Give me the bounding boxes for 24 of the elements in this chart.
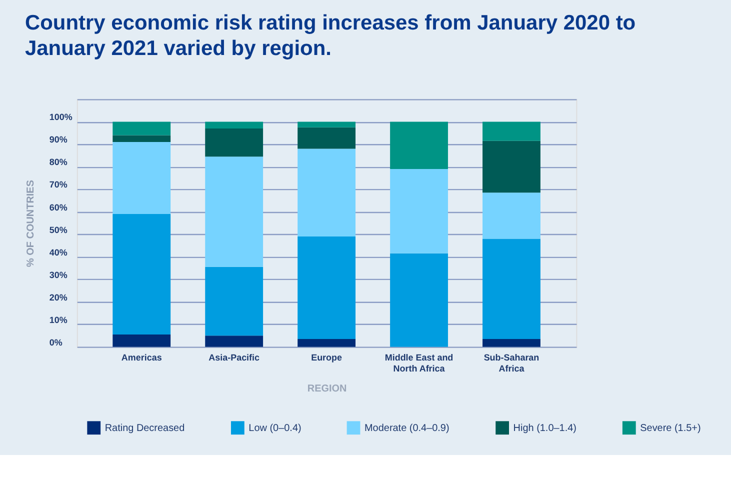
legend-label: Moderate (0.4–0.9) bbox=[364, 422, 450, 434]
y-tick-label: 100% bbox=[49, 112, 72, 122]
x-tick-label: Asia-Pacific bbox=[208, 352, 260, 362]
y-tick-label: 90% bbox=[49, 134, 68, 145]
x-tick-label: Europe bbox=[311, 352, 342, 362]
legend-label: High (1.0–1.4) bbox=[513, 422, 576, 434]
y-tick-label: 30% bbox=[49, 270, 68, 280]
legend-label: Severe (1.5+) bbox=[640, 422, 701, 434]
y-tick-label: 20% bbox=[49, 292, 68, 302]
x-tick-label: Middle East and North Africa bbox=[384, 352, 454, 374]
y-tick-label: 10% bbox=[49, 314, 68, 325]
y-tick-label: 70% bbox=[49, 180, 68, 190]
legend-label: Low (0–0.4) bbox=[248, 422, 302, 434]
x-axis-title: REGION bbox=[307, 383, 347, 394]
y-tick-label: 80% bbox=[49, 157, 68, 168]
y-axis-title: % OF COUNTRIES bbox=[25, 180, 36, 267]
y-tick-label: 40% bbox=[49, 247, 68, 258]
x-tick-label: Sub-Saharan Africa bbox=[484, 352, 540, 374]
y-tick-label: 60% bbox=[49, 202, 68, 212]
y-tick-label: 50% bbox=[49, 224, 68, 235]
y-tick-label: 0% bbox=[49, 337, 62, 348]
x-tick-label: Americas bbox=[121, 352, 162, 362]
chart-title: Country economic risk rating increases from January 2020 to January 2021 varied by region. bbox=[24, 11, 636, 60]
legend-label: Rating Decreased bbox=[104, 422, 185, 434]
